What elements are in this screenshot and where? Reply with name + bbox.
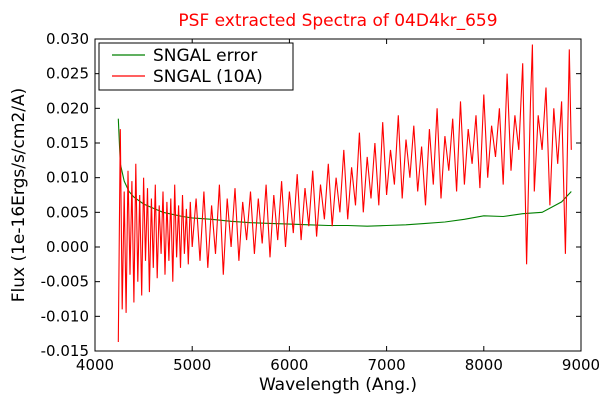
y-tick-label: 0.015 xyxy=(46,134,89,152)
y-tick-label: -0.015 xyxy=(41,342,89,360)
y-tick-label: -0.010 xyxy=(41,307,89,325)
x-tick-label: 5000 xyxy=(173,356,211,374)
x-tick-label: 7000 xyxy=(368,356,406,374)
y-axis-label: Flux (1e-16Ergs/s/cm2/A) xyxy=(9,88,29,303)
legend: SNGAL error SNGAL (10A) xyxy=(98,42,294,91)
legend-label-sngal-10a: SNGAL (10A) xyxy=(153,67,263,87)
y-tick-label: 0.000 xyxy=(46,238,89,256)
y-tick-label: 0.025 xyxy=(46,65,89,83)
x-axis-label: Wavelength (Ang.) xyxy=(259,375,417,395)
legend-frame xyxy=(98,42,294,91)
x-tick-label: 4000 xyxy=(76,356,114,374)
y-tick-label: 0.030 xyxy=(46,30,89,48)
y-tick-label: 0.005 xyxy=(46,203,89,221)
plot-frame xyxy=(94,38,582,352)
legend-label-sngal-error: SNGAL error xyxy=(153,46,257,66)
x-tick-label: 9000 xyxy=(562,356,600,374)
y-tick-label: -0.005 xyxy=(41,273,89,291)
y-tick-label: 0.020 xyxy=(46,99,89,117)
x-axis: 4000 5000 6000 7000 8000 9000 xyxy=(76,39,600,374)
y-axis: -0.015 -0.010 -0.005 0.000 0.005 0.010 0.015 0.… xyxy=(41,30,581,360)
series-layer xyxy=(117,44,572,343)
chart-title: PSF extracted Spectra of 04D4kr_659 xyxy=(178,11,497,31)
y-tick-label: 0.010 xyxy=(46,169,89,187)
x-tick-label: 8000 xyxy=(465,356,503,374)
series-line-sngal-10a xyxy=(117,44,572,343)
x-tick-label: 6000 xyxy=(270,356,308,374)
